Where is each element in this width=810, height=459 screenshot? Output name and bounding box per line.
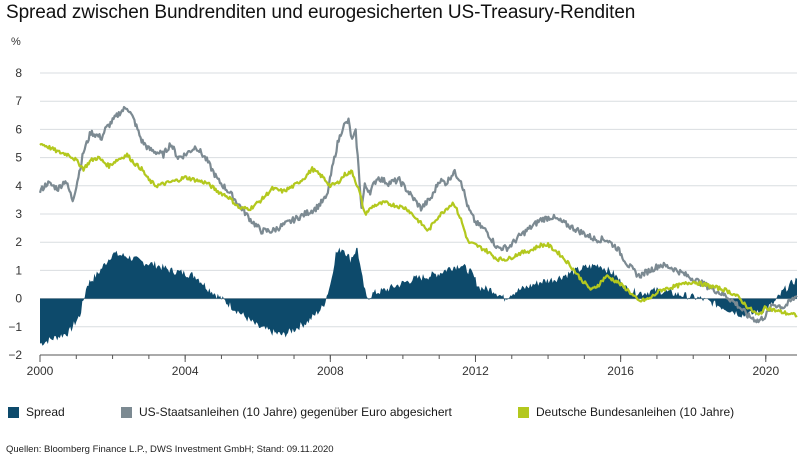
legend-label-us-treasuries: US-Staatsanleihen (10 Jahre) gegenüber E… (139, 405, 452, 419)
legend-item-bunds: Deutsche Bundesanleihen (10 Jahre) (518, 405, 734, 419)
y-tick-label: 7 (15, 94, 22, 108)
y-axis-unit-label: % (11, 36, 21, 48)
legend-label-spread: Spread (26, 405, 65, 419)
y-tick-label: 0 (15, 292, 22, 306)
x-tick-label: 2008 (317, 364, 344, 378)
chart-title: Spread zwischen Bundrenditen und euroges… (6, 2, 636, 23)
x-tick-label: 2020 (752, 364, 779, 378)
series-spread-area (40, 247, 797, 346)
x-tick-label: 2016 (607, 364, 634, 378)
y-tick-label: 8 (15, 66, 22, 80)
x-tick-label: 2012 (462, 364, 489, 378)
y-tick-label: 4 (15, 179, 22, 193)
legend-swatch-bunds (518, 406, 529, 418)
line-layer (38, 105, 798, 324)
x-tick-label: 2004 (172, 364, 199, 378)
y-tick-label: 2 (15, 235, 22, 249)
legend-item-us-treasuries: US-Staatsanleihen (10 Jahre) gegenüber E… (121, 405, 452, 419)
axis-layer: −2 −1 0 1 2 3 4 5 6 7 8 2000 2004 2008 2012 2016 2020 (8, 66, 797, 378)
area-layer (40, 247, 797, 346)
y-tick-label: −2 (8, 348, 22, 362)
grid-layer (40, 72, 797, 356)
legend-swatch-spread (8, 406, 19, 418)
y-tick-label: 3 (15, 207, 22, 221)
series-bunds-line (39, 143, 798, 318)
legend-swatch-us-treasuries (121, 406, 132, 418)
y-tick-label: −1 (8, 320, 22, 334)
y-tick-label: 1 (15, 263, 22, 277)
x-tick-label: 2000 (27, 364, 54, 378)
y-tick-label: 5 (15, 151, 22, 165)
source-note: Quellen: Bloomberg Finance L.P., DWS Inv… (6, 444, 334, 455)
legend-label-bunds: Deutsche Bundesanleihen (10 Jahre) (536, 405, 735, 419)
legend-item-spread: Spread (8, 405, 65, 419)
series-us-treasuries-line (38, 105, 798, 324)
chart-canvas: −2 −1 0 1 2 3 4 5 6 7 8 2000 2004 2008 2012 2016 2020 % (8, 36, 798, 378)
y-tick-label: 6 (15, 122, 22, 136)
